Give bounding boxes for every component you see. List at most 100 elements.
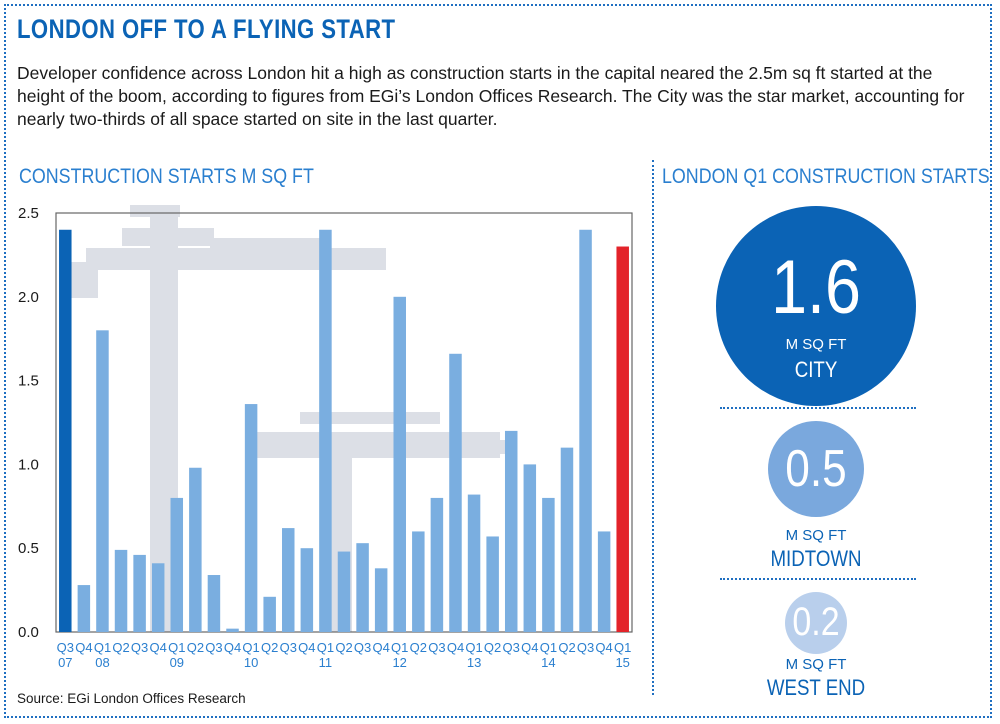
- x-tick-year-label: 12: [392, 655, 406, 670]
- intro-paragraph: Developer confidence across London hit a…: [17, 63, 965, 129]
- y-tick-label: 1.0: [18, 456, 39, 473]
- city-label: CITY: [794, 357, 838, 382]
- x-tick-label: Q4: [447, 640, 464, 655]
- bar: [579, 229, 592, 632]
- crane-shape: [86, 248, 386, 270]
- x-tick-year-label: 08: [95, 655, 109, 670]
- side-panel-title: LONDON Q1 CONSTRUCTION STARTS: [662, 165, 990, 188]
- bar: [449, 353, 462, 632]
- midtown-value: 0.5: [785, 440, 847, 498]
- bar: [207, 575, 221, 632]
- x-tick-label: Q1: [465, 640, 482, 655]
- source-note: Source: EGi London Offices Research: [17, 691, 246, 706]
- x-tick-label: Q1: [242, 640, 259, 655]
- x-tick-label: Q3: [131, 640, 148, 655]
- bar: [96, 330, 109, 632]
- west-end-circle: 0.2: [785, 592, 847, 654]
- x-tick-label: Q1: [614, 640, 631, 655]
- bar: [523, 464, 537, 632]
- x-tick-label: Q1: [317, 640, 334, 655]
- x-tick-label: Q4: [373, 640, 390, 655]
- bar: [59, 229, 72, 632]
- x-tick-label: Q1: [94, 640, 111, 655]
- x-tick-label: Q2: [558, 640, 575, 655]
- x-tick-label: Q3: [577, 640, 594, 655]
- x-tick-label: Q2: [484, 640, 501, 655]
- x-tick-label: Q3: [205, 640, 222, 655]
- bar: [300, 548, 314, 632]
- bar: [282, 528, 295, 632]
- bar: [542, 497, 555, 632]
- x-tick-label: Q1: [168, 640, 185, 655]
- bar: [393, 296, 406, 632]
- y-tick-label: 0.5: [18, 540, 39, 557]
- crane-shape: [210, 238, 320, 248]
- bar: [114, 549, 128, 632]
- x-tick-year-label: 10: [244, 655, 258, 670]
- bar: [244, 404, 258, 632]
- bar: [263, 596, 276, 632]
- x-tick-label: Q3: [503, 640, 520, 655]
- bar: [226, 628, 239, 632]
- city-circle: 1.6 M SQ FT CITY: [716, 206, 916, 406]
- x-tick-label: Q4: [224, 640, 241, 655]
- x-tick-label: Q2: [187, 640, 204, 655]
- crane-shape: [470, 440, 510, 454]
- x-tick-label: Q1: [391, 640, 408, 655]
- x-tick-year-label: 14: [541, 655, 555, 670]
- x-tick-year-label: 13: [467, 655, 481, 670]
- x-tick-label: Q4: [521, 640, 538, 655]
- x-tick-label: Q4: [75, 640, 92, 655]
- midtown-unit: M SQ FT: [785, 527, 847, 544]
- bar: [356, 543, 369, 632]
- bar: [77, 585, 91, 632]
- chart-title: CONSTRUCTION STARTS M SQ FT: [19, 165, 314, 188]
- bar: [616, 246, 629, 632]
- x-tick-label: Q3: [280, 640, 297, 655]
- x-tick-label: Q2: [112, 640, 129, 655]
- x-tick-label: Q2: [335, 640, 352, 655]
- west-end-unit: M SQ FT: [785, 656, 847, 673]
- x-tick-year-label: 15: [615, 655, 629, 670]
- x-tick-label: Q2: [261, 640, 278, 655]
- x-tick-year-label: 07: [58, 655, 72, 670]
- panel-divider: [652, 160, 654, 695]
- x-tick-label: Q1: [540, 640, 557, 655]
- city-value: 1.6: [771, 245, 861, 330]
- x-tick-label: Q4: [298, 640, 315, 655]
- bar: [467, 494, 481, 632]
- west-end-value: 0.2: [792, 600, 840, 644]
- x-tick-label: Q3: [428, 640, 445, 655]
- x-tick-label: Q2: [410, 640, 427, 655]
- bar: [319, 229, 332, 632]
- bar: [189, 467, 202, 632]
- x-tick-year-label: 11: [319, 655, 333, 670]
- bar: [374, 568, 388, 632]
- y-tick-label: 1.5: [18, 373, 39, 390]
- side-divider-1: [720, 407, 916, 409]
- bar: [170, 497, 184, 632]
- x-tick-label: Q4: [595, 640, 612, 655]
- y-tick-label: 0.0: [18, 624, 39, 641]
- infographic-frame: [4, 4, 992, 718]
- side-divider-2: [720, 578, 916, 580]
- midtown-label: MIDTOWN: [770, 546, 862, 571]
- midtown-circle: 0.5: [768, 421, 864, 517]
- x-tick-year-label: 09: [170, 655, 184, 670]
- x-tick-label: Q3: [57, 640, 74, 655]
- bar: [504, 430, 518, 632]
- crane-shape: [250, 432, 500, 458]
- crane-shape: [130, 205, 180, 217]
- x-tick-label: Q4: [150, 640, 167, 655]
- bar: [486, 536, 499, 632]
- bar: [597, 531, 611, 632]
- x-tick-label: Q3: [354, 640, 371, 655]
- city-unit: M SQ FT: [785, 336, 847, 353]
- crane-shape: [122, 228, 214, 246]
- bar: [560, 447, 574, 632]
- bar: [151, 563, 165, 632]
- y-tick-label: 2.5: [18, 205, 39, 222]
- bar: [412, 531, 425, 632]
- west-end-label: WEST END: [766, 675, 866, 700]
